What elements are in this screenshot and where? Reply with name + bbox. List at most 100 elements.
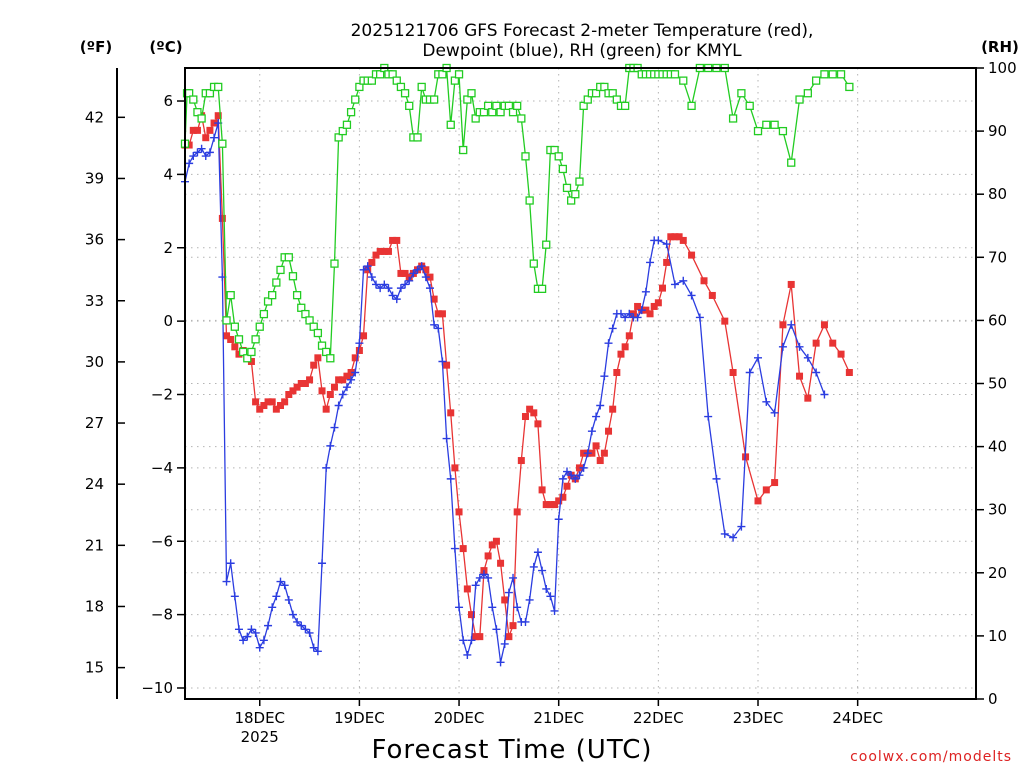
temperature-point [438, 310, 446, 318]
temperature-point [223, 332, 231, 340]
rh-point [608, 89, 617, 98]
rh-point [197, 114, 206, 123]
dewpoint-point [463, 650, 472, 659]
fahrenheit-tick-label: 21 [85, 536, 104, 554]
dewpoint-point [450, 544, 459, 553]
series-rh [180, 63, 854, 363]
rh-tick-label: 20 [988, 564, 1007, 582]
series-dewpoint [181, 119, 829, 667]
temperature-point [210, 119, 218, 127]
dewpoint-point [770, 408, 779, 417]
rh-tick-label: 50 [988, 375, 1007, 393]
dewpoint-point [496, 658, 505, 667]
rh-point [263, 297, 273, 306]
temperature-point [326, 391, 334, 399]
temperature-point [551, 501, 559, 509]
celsius-unit-label: (ºC) [149, 38, 182, 56]
temperature-point [360, 332, 368, 340]
dewpoint-point [820, 390, 829, 399]
rh-point [571, 190, 580, 199]
dewpoint-point [621, 313, 630, 322]
temperature-point [708, 291, 716, 299]
celsius-tick-label: −8 [151, 606, 173, 624]
celsius-tick-label: 6 [163, 92, 173, 110]
temperature-point [517, 457, 525, 465]
rh-point [230, 322, 239, 331]
temperature-point [667, 233, 675, 241]
rh-point [591, 89, 601, 98]
rh-point [562, 183, 572, 193]
temperature-point [609, 405, 617, 413]
rh-point [400, 89, 410, 98]
rh-point [292, 291, 302, 300]
rh-tick-label: 70 [988, 248, 1007, 266]
temperature-point [451, 464, 459, 472]
temperature-point [563, 482, 571, 490]
temperature-point [306, 376, 314, 384]
temperature-point [663, 258, 671, 266]
rh-point [787, 158, 796, 167]
temperature-point [206, 126, 214, 134]
temperature-point [272, 405, 280, 413]
rh-point [463, 95, 472, 104]
rh-point [687, 101, 696, 111]
dewpoint-point [737, 522, 746, 531]
rh-point [405, 101, 414, 111]
dewpoint-point [226, 559, 235, 568]
dewpoint-point [616, 309, 625, 318]
dewpoint-point [504, 588, 513, 597]
temperature-point [555, 497, 563, 505]
dewpoint-point [608, 324, 617, 333]
fahrenheit-unit-label: (ºF) [80, 38, 112, 56]
temperature-point [837, 350, 845, 358]
temperature-point [575, 464, 583, 472]
rh-point [471, 114, 480, 123]
temperature-point [389, 236, 397, 244]
rh-point [376, 70, 385, 79]
dewpoint-point [243, 632, 252, 641]
dewpoint-point [542, 584, 551, 593]
dewpoint-point [558, 474, 567, 483]
celsius-tick-label: −4 [151, 459, 173, 477]
temperature-point [235, 350, 243, 358]
temperature-point [513, 508, 521, 516]
temperature-point [463, 585, 471, 593]
dewpoint-point [484, 573, 493, 582]
dewpoint-point [704, 412, 713, 421]
rh-tick-label: 0 [988, 690, 998, 708]
dewpoint-point [471, 581, 480, 590]
rh-point [313, 328, 323, 338]
temperature-point [787, 280, 795, 288]
dewpoint-point [342, 383, 351, 392]
rh-point [508, 108, 518, 117]
dewpoint-point [409, 269, 418, 278]
rh-point [251, 335, 260, 344]
rh-point [504, 101, 514, 111]
temperature-point [812, 339, 820, 347]
temperature-point [484, 552, 492, 560]
temperature-point [372, 251, 380, 259]
temperature-point [339, 376, 347, 384]
temperature-point [754, 497, 762, 505]
dewpoint-point [438, 357, 447, 366]
dewpoint-point [600, 372, 609, 381]
dewpoint-point [239, 636, 248, 645]
temperature-point [700, 277, 708, 285]
dewpoint-point [359, 265, 368, 274]
temperature-point [422, 266, 430, 274]
temperature-point [227, 335, 235, 343]
celsius-tick-label: 2 [163, 239, 173, 257]
fahrenheit-tick-label: 36 [85, 231, 104, 249]
rh-point [620, 101, 630, 111]
dewpoint-point [309, 643, 318, 652]
rh-tick-label: 30 [988, 501, 1007, 519]
dewpoint-point [500, 639, 509, 648]
dewpoint-point [571, 474, 580, 483]
temperature-point [546, 501, 554, 509]
dewpoint-point [197, 144, 206, 153]
rh-point [268, 291, 277, 300]
rh-point [575, 177, 584, 186]
dewpoint-point [201, 152, 210, 161]
temperature-point [380, 247, 388, 255]
